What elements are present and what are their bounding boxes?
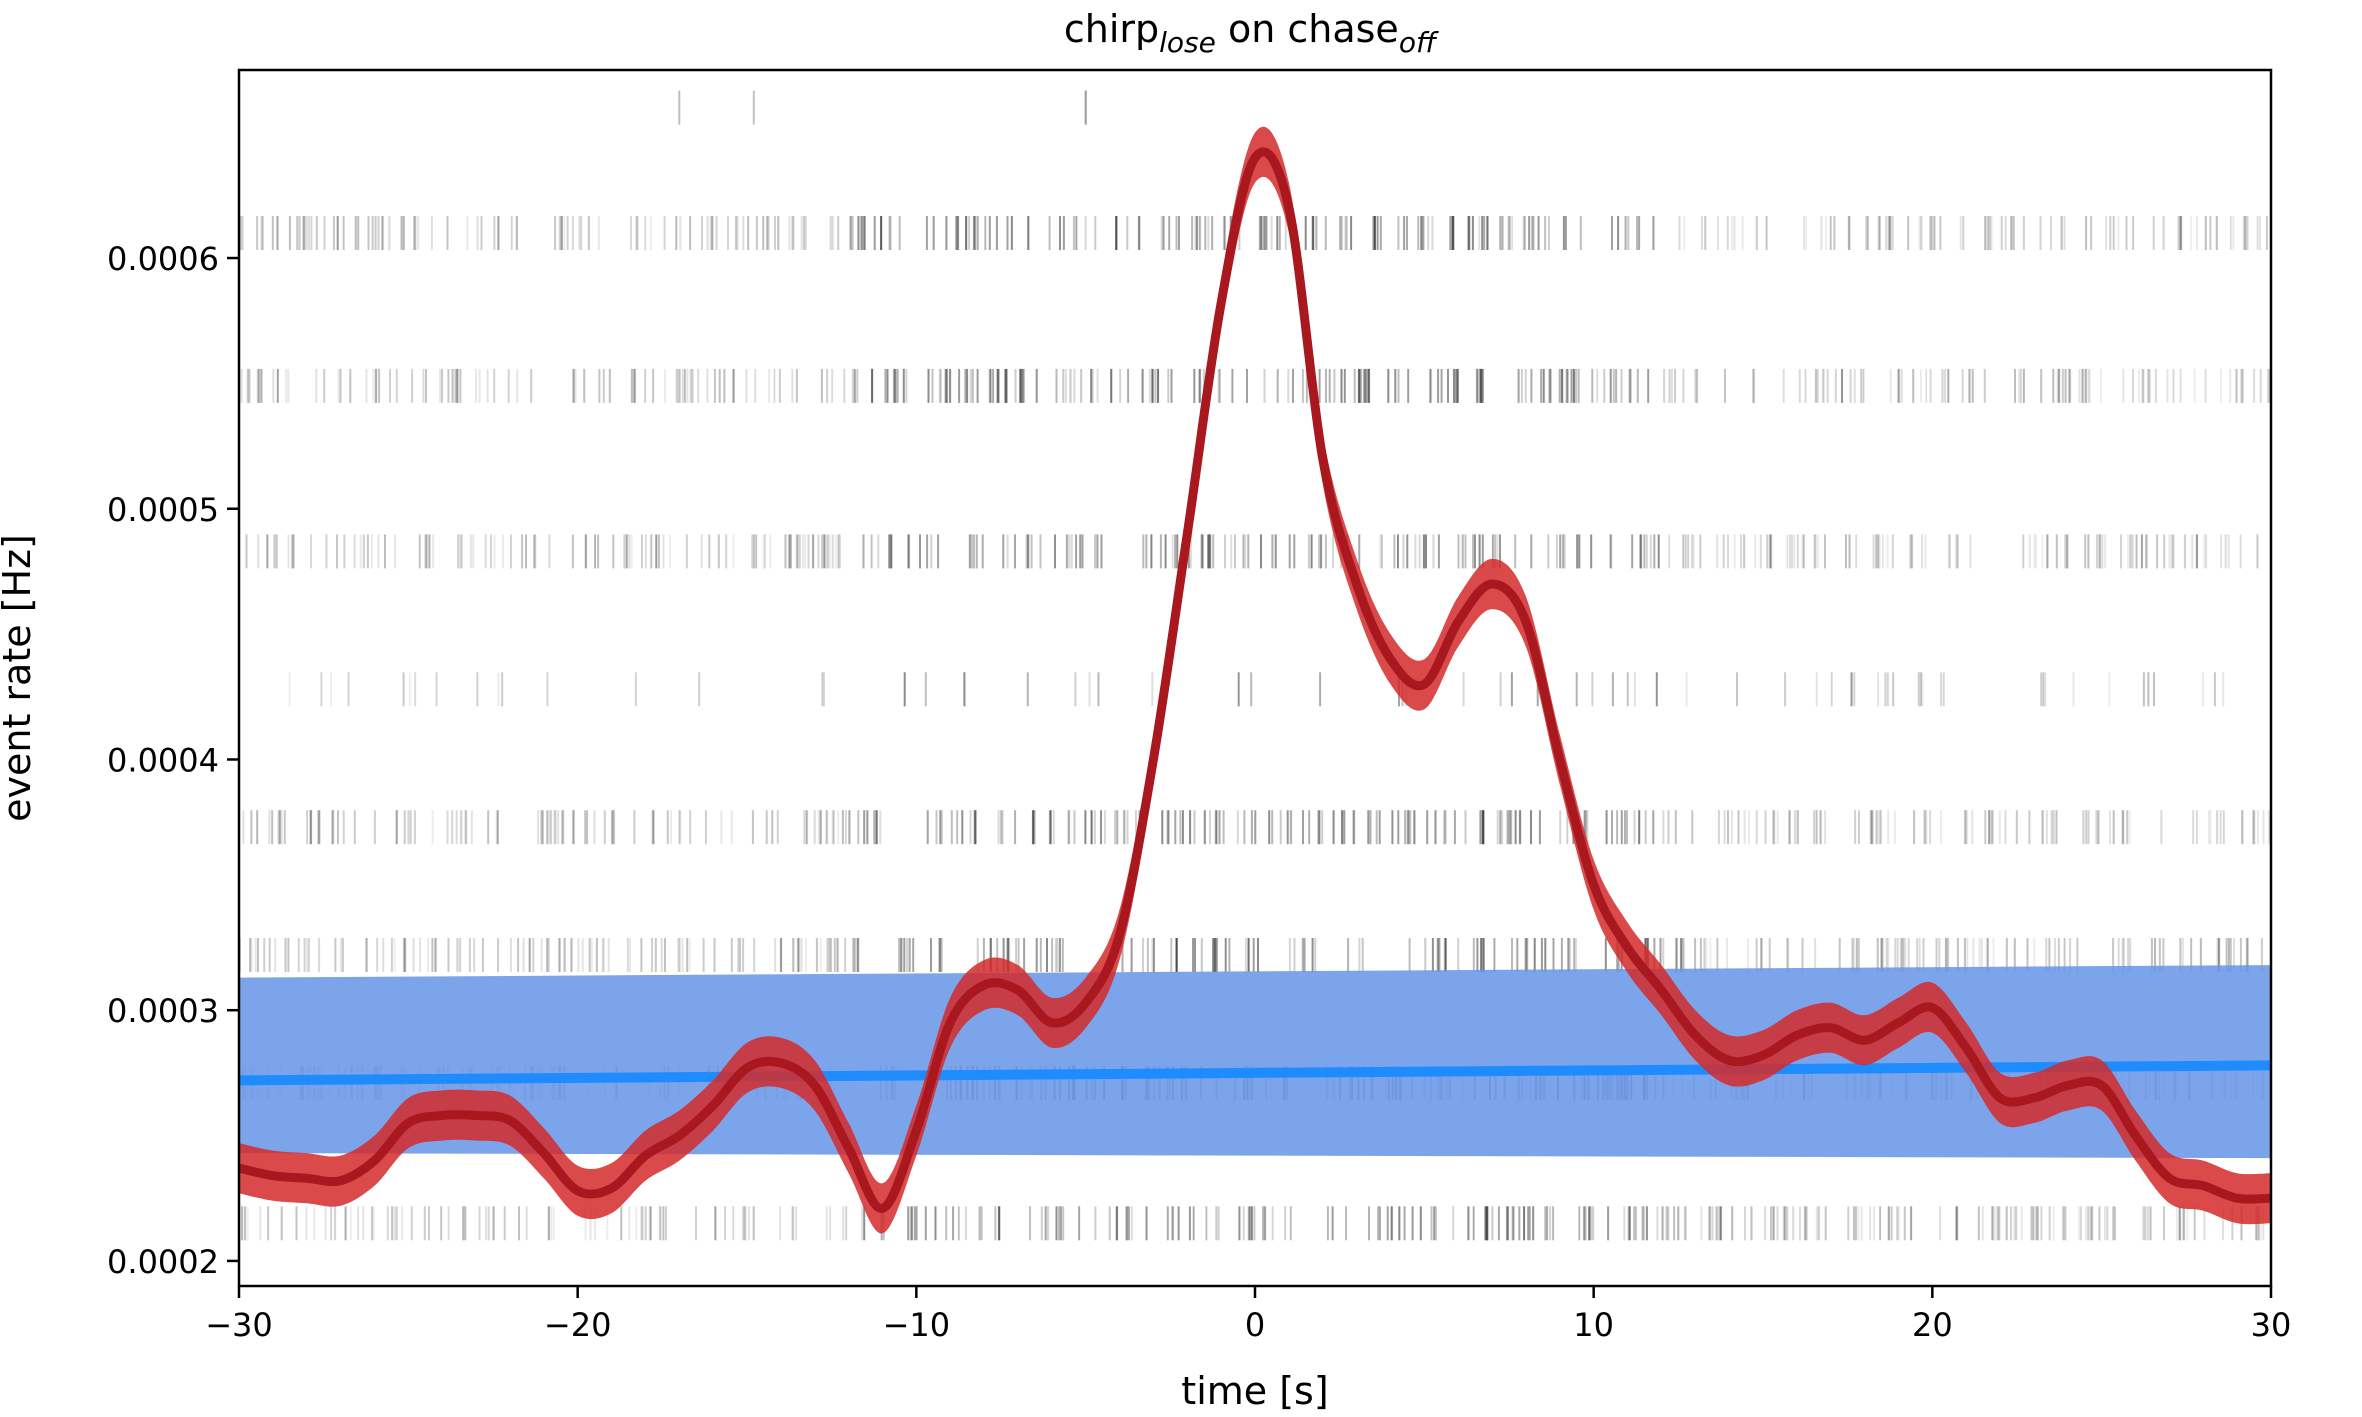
chart-title: chirplose on chaseoff (1064, 7, 1439, 59)
y-tick-label: 0.0006 (107, 240, 219, 278)
y-axis-label: event rate [Hz] (0, 534, 39, 822)
y-tick-label: 0.0005 (107, 491, 219, 529)
y-axis: 0.0002 0.0003 0.0004 0.0005 0.0006 (107, 240, 239, 1281)
raster-row (288, 672, 2225, 707)
raster-row (240, 368, 2271, 403)
y-tick-label: 0.0002 (107, 1243, 219, 1281)
x-tick-label: −20 (544, 1306, 612, 1344)
event-series (239, 126, 2271, 1234)
raster-row (239, 216, 2268, 250)
plot-area (237, 68, 2273, 1288)
y-tick-label: 0.0004 (107, 741, 219, 779)
y-tick-label: 0.0003 (107, 992, 219, 1030)
event-band (239, 126, 2271, 1234)
baseline-line (239, 1060, 2271, 1086)
raster-row (239, 1206, 2265, 1241)
event-line (239, 147, 2271, 1213)
raster-row (239, 938, 2271, 972)
x-tick-label: 20 (1912, 1306, 1953, 1344)
raster-row (678, 90, 1087, 125)
x-tick-label: 30 (2251, 1306, 2292, 1344)
raster-row (242, 810, 2271, 845)
x-axis-label: time [s] (1181, 1369, 1328, 1413)
baseline-band (239, 965, 2271, 1159)
x-tick-label: 0 (1245, 1306, 1265, 1344)
x-tick-label: −10 (883, 1306, 951, 1344)
x-axis: −30 −20 −10 0 10 20 30 (205, 1286, 2291, 1344)
baseline-series (239, 965, 2271, 1159)
x-tick-label: 10 (1573, 1306, 1614, 1344)
raster-row (245, 534, 2259, 569)
x-tick-label: −30 (205, 1306, 273, 1344)
